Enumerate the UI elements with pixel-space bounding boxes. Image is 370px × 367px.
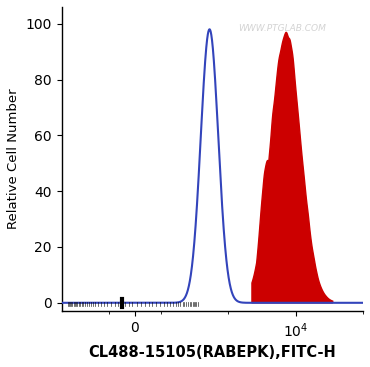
Polygon shape [252, 32, 333, 303]
X-axis label: CL488-15105(RABEPK),FITC-H: CL488-15105(RABEPK),FITC-H [88, 345, 336, 360]
Y-axis label: Relative Cell Number: Relative Cell Number [7, 89, 20, 229]
Text: WWW.PTGLAB.COM: WWW.PTGLAB.COM [238, 24, 326, 33]
